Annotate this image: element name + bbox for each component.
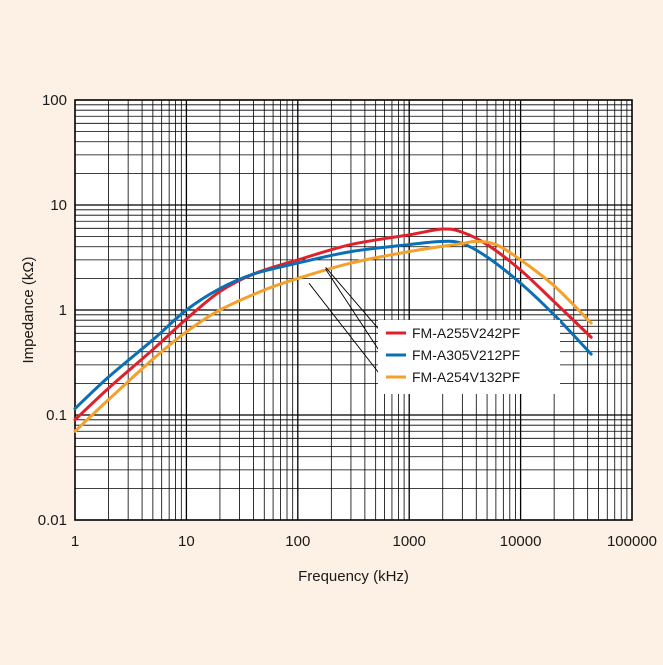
x-tick-label: 1 xyxy=(71,533,79,550)
legend-leader-line xyxy=(325,268,383,356)
legend-box xyxy=(378,320,560,394)
legend-leader-line xyxy=(325,267,383,334)
legend-label: FM-A254V132PF xyxy=(412,369,520,385)
x-tick-label: 100000 xyxy=(607,533,657,550)
x-tick-label: 10000 xyxy=(500,533,542,550)
legend-leader-lines xyxy=(308,267,383,378)
y-tick-label: 0.1 xyxy=(46,407,67,424)
y-tick-label: 100 xyxy=(42,92,67,109)
y-tick-label: 10 xyxy=(50,197,67,214)
x-tick-label: 100 xyxy=(285,533,310,550)
legend-leader-line xyxy=(308,282,383,378)
plot-frame xyxy=(74,99,633,521)
legend-label: FM-A255V242PF xyxy=(412,325,520,341)
y-tick-labels: 0.01 0.1 1 10 100 xyxy=(38,92,67,529)
legend: FM-A255V242PF FM-A305V212PF FM-A254V132PF xyxy=(378,320,560,394)
series-line xyxy=(73,227,593,422)
x-axis-label: Frequency (kHz) xyxy=(298,568,409,585)
y-tick-label: 1 xyxy=(59,302,67,319)
series-line xyxy=(73,239,593,433)
legend-label: FM-A305V212PF xyxy=(412,347,520,363)
y-axis-label: Impedance (kΩ) xyxy=(20,256,37,363)
series-line xyxy=(73,239,593,411)
x-tick-label: 1000 xyxy=(393,533,426,550)
series-lines xyxy=(73,227,593,433)
x-tick-labels: 1 10 100 1000 10000 100000 xyxy=(71,533,657,550)
y-tick-label: 0.01 xyxy=(38,512,67,529)
x-tick-label: 10 xyxy=(178,533,195,550)
